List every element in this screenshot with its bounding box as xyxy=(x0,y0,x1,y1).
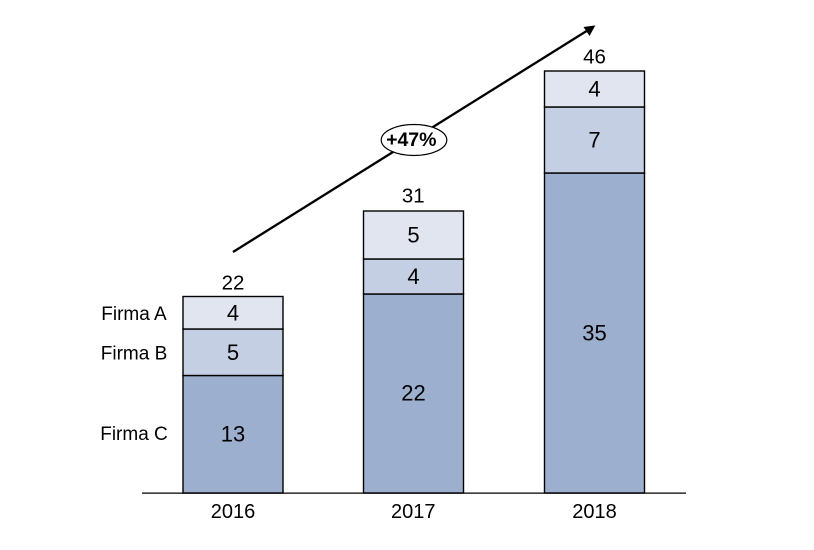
svg-text:2016: 2016 xyxy=(211,501,256,523)
svg-text:Firma C: Firma C xyxy=(100,424,168,445)
svg-text:+47%: +47% xyxy=(386,129,436,151)
svg-text:2017: 2017 xyxy=(391,501,436,523)
svg-text:7: 7 xyxy=(588,128,600,153)
svg-text:2018: 2018 xyxy=(572,501,617,523)
svg-text:Firma A: Firma A xyxy=(101,304,167,325)
svg-text:4: 4 xyxy=(227,301,239,326)
svg-text:5: 5 xyxy=(407,223,419,248)
svg-text:Firma B: Firma B xyxy=(101,343,168,364)
svg-text:22: 22 xyxy=(222,272,245,295)
svg-text:4: 4 xyxy=(407,264,419,289)
svg-text:35: 35 xyxy=(582,321,606,346)
svg-text:4: 4 xyxy=(588,77,600,102)
svg-text:46: 46 xyxy=(583,46,606,69)
svg-text:5: 5 xyxy=(227,340,239,365)
svg-text:31: 31 xyxy=(402,185,425,208)
svg-text:22: 22 xyxy=(401,381,425,406)
svg-text:13: 13 xyxy=(221,422,245,447)
